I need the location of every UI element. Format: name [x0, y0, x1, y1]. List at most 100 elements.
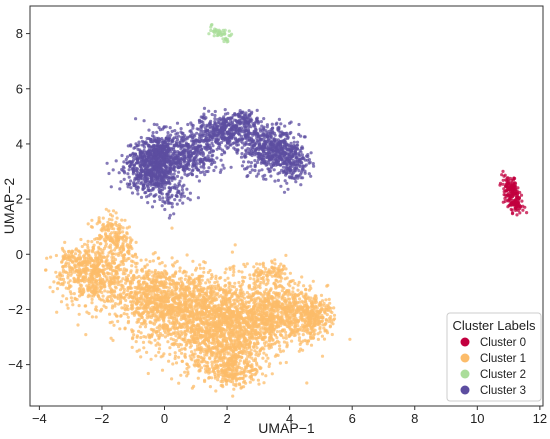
scatter-point	[184, 285, 188, 289]
scatter-point	[148, 321, 152, 325]
scatter-point	[275, 323, 279, 327]
scatter-point	[297, 308, 301, 312]
scatter-point	[185, 374, 189, 378]
scatter-point	[265, 277, 269, 281]
scatter-point	[222, 370, 226, 374]
scatter-point	[226, 307, 231, 311]
scatter-point	[114, 286, 118, 290]
scatter-point	[212, 332, 216, 336]
scatter-point	[330, 332, 334, 337]
scatter-point	[514, 205, 519, 209]
scatter-point	[86, 295, 90, 299]
scatter-point	[131, 329, 135, 333]
scatter-point	[181, 271, 185, 275]
scatter-point	[301, 307, 305, 311]
scatter-point	[79, 237, 83, 242]
scatter-point	[269, 334, 273, 338]
scatter-point	[134, 297, 139, 301]
scatter-point	[253, 342, 257, 346]
scatter-point	[90, 297, 94, 301]
scatter-point	[141, 287, 145, 291]
scatter-point	[89, 294, 93, 298]
scatter-point	[303, 322, 307, 327]
scatter-point	[185, 362, 189, 366]
scatter-point	[242, 262, 246, 266]
scatter-point	[158, 343, 162, 347]
scatter-point	[162, 323, 166, 327]
scatter-point	[248, 336, 252, 340]
scatter-point	[248, 273, 252, 277]
scatter-point	[148, 310, 152, 314]
scatter-point	[208, 294, 213, 298]
scatter-point	[217, 318, 221, 322]
scatter-point	[213, 376, 217, 380]
scatter-point	[231, 333, 235, 337]
scatter-point	[190, 292, 194, 296]
scatter-point	[216, 309, 221, 313]
scatter-point	[82, 256, 86, 260]
scatter-point	[271, 314, 275, 318]
scatter-point	[205, 364, 210, 368]
scatter-point	[92, 263, 96, 267]
scatter-point	[193, 327, 197, 331]
scatter-point	[190, 386, 194, 390]
scatter-point	[183, 309, 187, 313]
scatter-point	[290, 321, 294, 325]
scatter-point	[168, 276, 172, 280]
scatter-point	[501, 169, 505, 173]
scatter-point	[173, 356, 177, 361]
scatter-point	[257, 274, 261, 278]
scatter-point	[291, 286, 295, 290]
scatter-point	[261, 356, 265, 360]
scatter-point	[94, 272, 98, 276]
scatter-point	[272, 303, 276, 307]
scatter-point	[125, 312, 129, 316]
scatter-point	[87, 283, 91, 287]
scatter-point	[257, 324, 261, 328]
scatter-point	[142, 346, 146, 350]
scatter-point	[509, 207, 513, 211]
scatter-point	[232, 267, 236, 271]
scatter-point	[237, 310, 241, 314]
scatter-point	[135, 255, 139, 259]
scatter-point	[286, 303, 290, 307]
scatter-point	[86, 239, 90, 243]
scatter-point	[190, 353, 195, 357]
scatter-point	[323, 323, 327, 327]
scatter-point	[220, 327, 225, 331]
scatter-point	[126, 286, 130, 290]
scatter-point	[48, 285, 52, 289]
scatter-point	[164, 281, 168, 285]
scatter-point	[285, 341, 289, 345]
scatter-point	[170, 377, 174, 381]
scatter-point	[279, 279, 283, 283]
scatter-point	[117, 263, 121, 267]
scatter-point	[206, 333, 210, 337]
scatter-point	[259, 322, 263, 326]
scatter-point	[93, 289, 97, 293]
scatter-point	[293, 301, 298, 305]
scatter-point	[69, 266, 73, 270]
scatter-point	[229, 309, 233, 313]
scatter-point	[275, 336, 279, 340]
scatter-point	[240, 343, 244, 347]
scatter-point	[205, 294, 210, 298]
scatter-point	[214, 287, 219, 291]
scatter-point	[276, 353, 280, 357]
scatter-point	[89, 271, 93, 275]
scatter-point	[330, 310, 334, 315]
scatter-point	[143, 290, 148, 294]
scatter-point	[263, 304, 267, 308]
scatter-point	[273, 309, 277, 313]
scatter-point	[222, 307, 226, 311]
scatter-point	[250, 313, 254, 318]
scatter-point	[262, 351, 266, 355]
scatter-point	[507, 178, 511, 182]
scatter-point	[252, 287, 256, 291]
scatter-point	[210, 286, 214, 290]
scatter-point	[284, 333, 288, 337]
scatter-point	[506, 194, 510, 198]
scatter-point	[166, 289, 171, 293]
scatter-point	[154, 315, 158, 319]
scatter-point	[222, 353, 226, 357]
